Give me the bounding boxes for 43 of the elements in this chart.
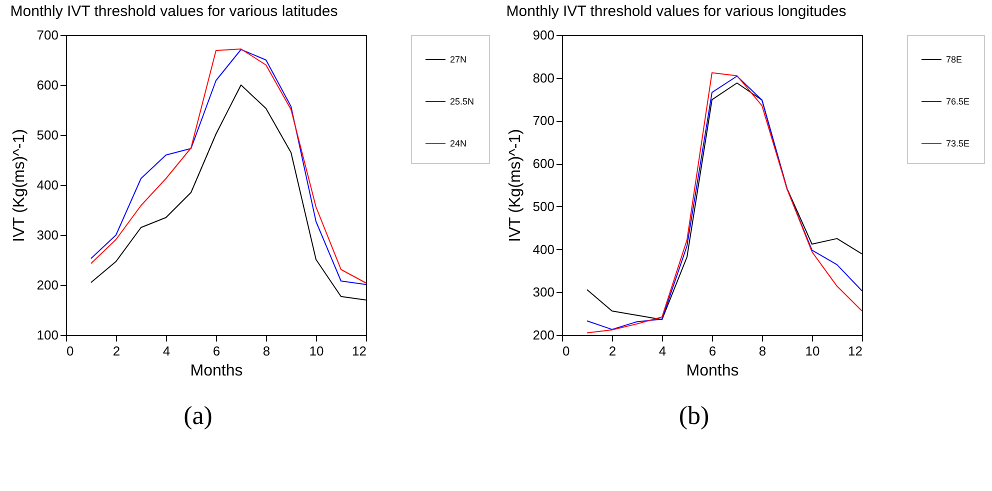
y-tick-label: 600	[36, 78, 58, 92]
x-tick-label: 8	[262, 344, 270, 358]
x-tick-label: 10	[805, 344, 820, 358]
y-tick-label: 300	[36, 228, 58, 242]
y-tick-label: 600	[532, 156, 554, 172]
x-tick-label: 6	[708, 344, 716, 358]
x-tick-label: 0	[562, 344, 570, 358]
x-tick-label: 4	[658, 344, 666, 358]
legend-label: 73.5E	[946, 138, 970, 148]
text: (a)	[182, 401, 214, 431]
y-tick-label: 800	[532, 70, 554, 86]
x-tick-label: 12	[352, 344, 366, 358]
x-tick-label: 8	[758, 344, 766, 358]
x-axis-title: Months	[686, 362, 739, 380]
chart-title: Monthly IVT threshold values for various latitudes	[10, 3, 338, 20]
y-tick-label: 400	[532, 242, 554, 257]
x-tick-label: 0	[66, 344, 74, 358]
x-tick-label: 10	[309, 344, 324, 358]
x-tick-label: 2	[608, 344, 616, 358]
x-tick-label: 6	[212, 344, 220, 358]
chart-title: Monthly IVT threshold values for various longitudes	[506, 3, 846, 20]
y-tick-label: 700	[36, 28, 58, 42]
y-tick-label: 200	[532, 328, 554, 342]
legend-label: 24N	[450, 138, 467, 148]
legend-label: 27N	[450, 54, 467, 64]
y-axis-title: IVT (Kg(ms)^-1)	[10, 129, 28, 242]
legend-label: 78E	[946, 54, 962, 64]
y-tick-label: 900	[532, 28, 554, 42]
x-tick-label: 4	[162, 344, 170, 358]
y-tick-label: 500	[532, 198, 554, 214]
y-tick-label: 200	[36, 278, 58, 292]
legend-label: 25.5N	[450, 96, 474, 106]
y-tick-label: 700	[532, 113, 554, 128]
y-tick-label: 400	[36, 178, 58, 192]
y-tick-label: 100	[36, 328, 58, 342]
y-tick-label: 300	[532, 284, 554, 300]
x-tick-label: 12	[848, 344, 862, 358]
text: (b)	[678, 401, 710, 431]
y-tick-label: 500	[36, 128, 58, 142]
legend-label: 76.5E	[946, 96, 970, 106]
x-tick-label: 2	[112, 344, 120, 358]
x-axis-title: Months	[190, 362, 243, 380]
y-axis-title: IVT (Kg(ms)^-1)	[506, 129, 524, 242]
